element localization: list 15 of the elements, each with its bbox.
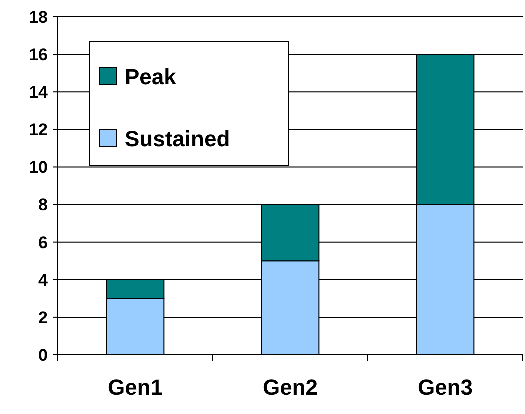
y-tick-label: 8 (38, 196, 48, 215)
y-tick-label: 0 (38, 346, 48, 365)
y-tick-label: 12 (29, 120, 48, 140)
x-tick-label: Gen1 (108, 375, 164, 400)
x-tick-label: Gen3 (418, 375, 474, 400)
legend-label: Sustained (125, 126, 230, 152)
y-tick-label: 10 (29, 158, 48, 178)
y-tick-label: 6 (38, 233, 48, 252)
y-tick-label: 16 (29, 46, 48, 65)
y-tick-label: 18 (29, 8, 48, 27)
x-tick-label: Gen2 (262, 375, 318, 400)
y-tick-label: 14 (29, 83, 49, 102)
y-tick-label: 2 (38, 308, 48, 328)
legend-label: Peak (125, 64, 178, 90)
y-tick-label: 4 (38, 270, 49, 290)
